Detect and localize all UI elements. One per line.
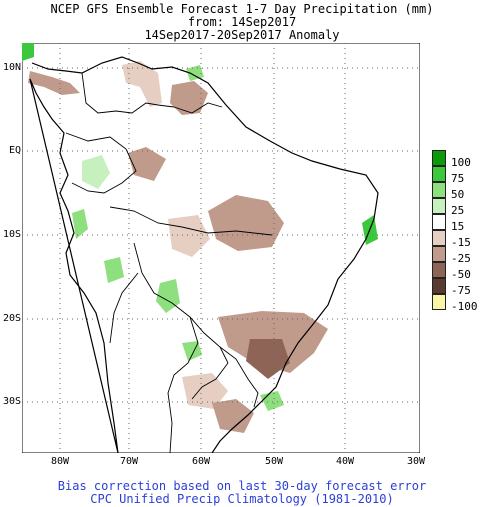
legend-label: 50 bbox=[451, 188, 465, 201]
precip-anomaly-map bbox=[22, 43, 420, 453]
legend-swatch bbox=[432, 278, 446, 294]
lat-label-eq: EQ bbox=[8, 145, 21, 156]
lon-label-50w: 50W bbox=[264, 456, 284, 467]
legend-label: -50 bbox=[451, 268, 471, 281]
legend-swatch bbox=[432, 166, 446, 182]
legend-swatch bbox=[432, 262, 446, 278]
lon-label-60w: 60W bbox=[191, 456, 211, 467]
legend-swatch bbox=[432, 294, 446, 310]
lon-label-30w: 30W bbox=[406, 456, 426, 467]
country-borders bbox=[65, 72, 273, 453]
lat-label-10n: 10N bbox=[2, 62, 21, 73]
south-america-coastline bbox=[29, 56, 379, 453]
legend-swatch bbox=[432, 182, 446, 198]
legend-label: 100 bbox=[451, 156, 471, 169]
grid-lines bbox=[22, 43, 420, 453]
chart-title: NCEP GFS Ensemble Forecast 1-7 Day Preci… bbox=[50, 2, 434, 16]
lat-label-20s: 20S bbox=[2, 313, 21, 324]
legend-label: -75 bbox=[451, 284, 471, 297]
legend-swatch bbox=[432, 246, 446, 262]
legend-label: 25 bbox=[451, 204, 465, 217]
legend-label: 75 bbox=[451, 172, 465, 185]
lat-label-10s: 10S bbox=[2, 229, 21, 240]
chart-date: from: 14Sep2017 bbox=[187, 15, 297, 29]
legend-label: -25 bbox=[451, 252, 471, 265]
lon-label-40w: 40W bbox=[335, 456, 355, 467]
footer-bias-note: Bias correction based on last 30-day for… bbox=[57, 479, 427, 493]
lat-label-30s: 30S bbox=[2, 396, 21, 407]
lon-label-80w: 80W bbox=[50, 456, 70, 467]
dry-anomaly-areas bbox=[28, 61, 328, 433]
footer-climatology-note: CPC Unified Precip Climatology (1981-201… bbox=[90, 492, 394, 506]
chart-period: 14Sep2017-20Sep2017 Anomaly bbox=[144, 28, 340, 42]
legend-swatch bbox=[432, 150, 446, 166]
legend-label: 15 bbox=[451, 220, 465, 233]
lon-label-70w: 70W bbox=[119, 456, 139, 467]
legend-label: -15 bbox=[451, 236, 471, 249]
legend-swatch bbox=[432, 230, 446, 246]
legend-swatch bbox=[432, 198, 446, 214]
legend-swatch bbox=[432, 214, 446, 230]
legend-label: -100 bbox=[451, 300, 478, 313]
